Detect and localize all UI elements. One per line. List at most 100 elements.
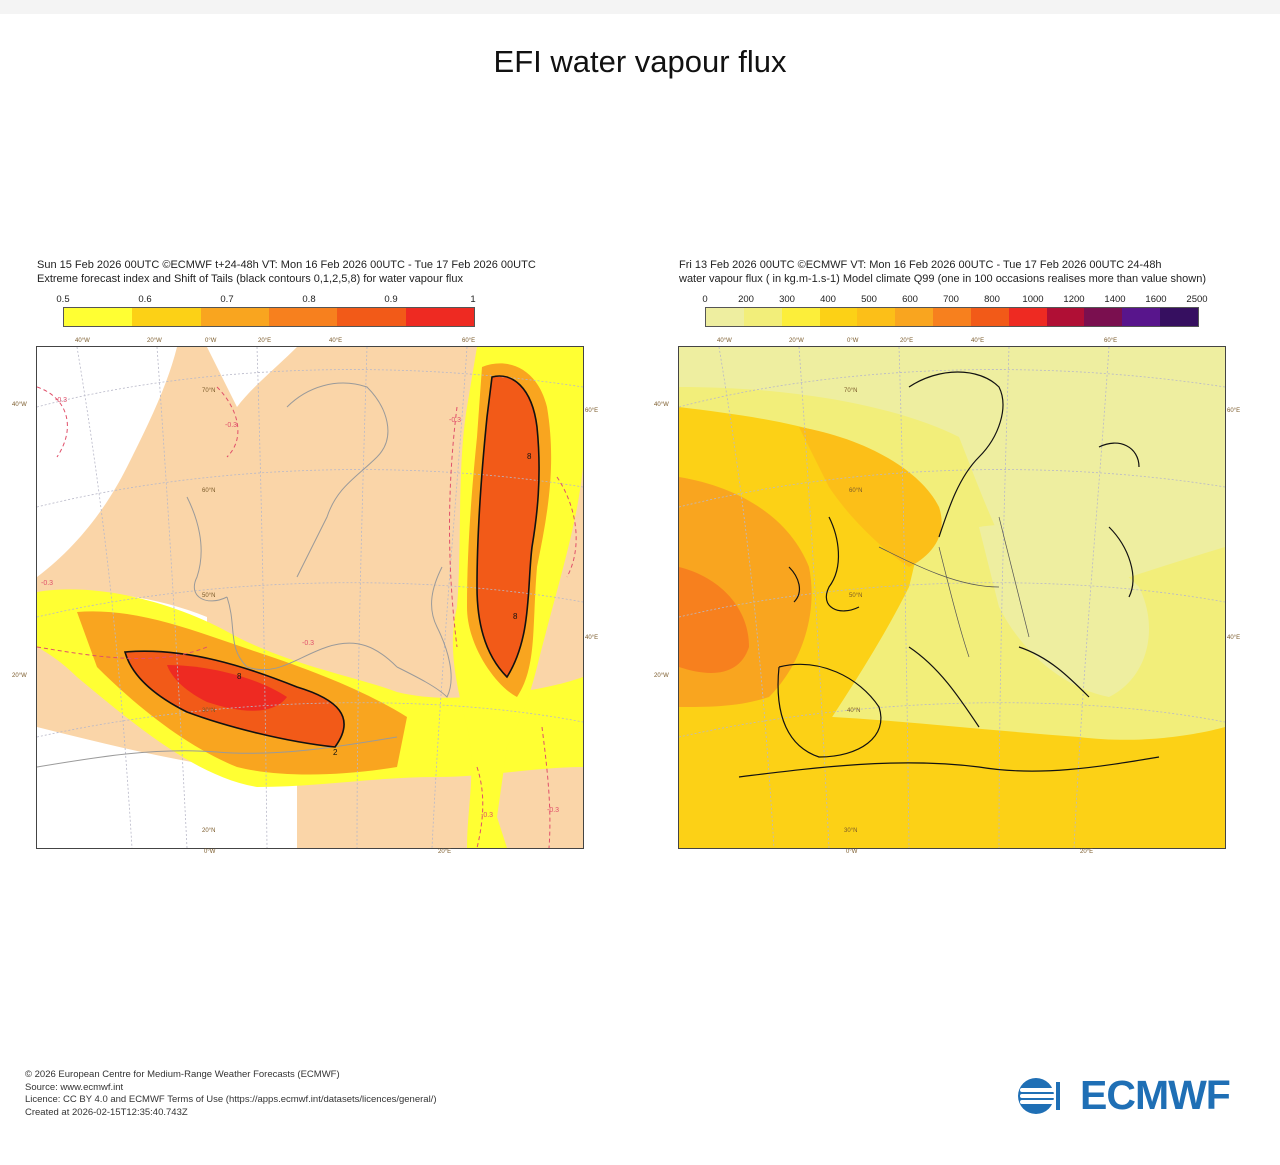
colorbar-tick-label: 0.5 — [56, 294, 70, 305]
right-lon-top-label: 0°W — [847, 338, 859, 344]
left-panel-header: Sun 15 Feb 2026 00UTC ©ECMWF t+24-48h VT… — [37, 258, 536, 286]
footer: © 2026 European Centre for Medium-Range … — [25, 1069, 437, 1119]
left-inner-lat-label: 50°N — [202, 593, 215, 599]
colorbar-swatch — [933, 308, 971, 326]
right-lon-top-label: 20°W — [789, 338, 804, 344]
colorbar-tick-label: 0.6 — [138, 294, 152, 305]
left-contour-label-layer: -0.3 -0.3 -0.3 -0.3 -0.3 -0.3 -0.3 — [41, 397, 559, 819]
colorbar-tick-label: 1 — [470, 294, 476, 305]
left-north-white — [207, 347, 297, 407]
colorbar-tick-label: 0 — [702, 294, 708, 305]
right-map-svg: 70°N 60°N 50°N 40°N 30°N — [679, 347, 1225, 848]
colorbar-tick-label: 1200 — [1063, 294, 1085, 305]
left-lon-top-label: 20°W — [147, 338, 162, 344]
left-lon-top-label: 0°W — [205, 338, 217, 344]
left-map[interactable]: -0.3 -0.3 -0.3 -0.3 -0.3 -0.3 -0.3 8 8 8… — [36, 346, 584, 849]
right-inner-lat-label: 70°N — [844, 388, 857, 394]
colorbar-swatch — [132, 308, 201, 326]
colorbar-swatch — [1084, 308, 1123, 326]
left-sot-label: 8 — [513, 612, 518, 621]
left-negative-efi-contours — [37, 386, 577, 848]
footer-source[interactable]: Source: www.ecmwf.int — [25, 1081, 124, 1093]
left-lat-right-label: 40°E — [585, 635, 599, 641]
left-map-svg: -0.3 -0.3 -0.3 -0.3 -0.3 -0.3 -0.3 8 8 8… — [37, 347, 583, 848]
left-inner-lat-labels: 70°N 60°N 50°N 30°N 20°N — [202, 388, 215, 834]
right-panel-header: Fri 13 Feb 2026 00UTC ©ECMWF VT: Mon 16 … — [679, 258, 1206, 286]
left-contour-label: -0.3 — [481, 812, 493, 819]
colorbar-swatch — [1122, 308, 1161, 326]
colorbar-swatch — [819, 308, 858, 326]
left-lon-bottom-label: 0°W — [204, 849, 216, 855]
right-borders — [878, 516, 1030, 658]
left-contour-label: -0.3 — [55, 397, 67, 404]
left-contour-label: -0.3 — [449, 417, 461, 424]
right-inner-lat-labels: 70°N 60°N 50°N 40°N 30°N — [844, 388, 862, 834]
colorbar-swatch — [706, 308, 744, 326]
right-inner-lat-label: 60°N — [849, 488, 862, 494]
right-lon-top-label: 40°W — [717, 338, 732, 344]
colorbar-swatch — [781, 308, 820, 326]
left-sot-label-layer: 8 8 8 2 — [237, 452, 532, 757]
right-south-yellow — [679, 714, 1225, 848]
right-lat-left-label: 20°W — [654, 673, 669, 679]
colorbar-swatch — [1008, 308, 1047, 326]
right-inner-lat-label: 40°N — [847, 708, 860, 714]
right-light-north — [679, 347, 1225, 607]
colorbar-tick-label: 300 — [779, 294, 795, 305]
right-colorbar — [705, 307, 1199, 327]
right-darkorange-atlantic — [679, 567, 749, 673]
footer-created: Created at 2026-02-15T12:35:40.743Z — [25, 1106, 188, 1118]
left-sot-label: 2 — [333, 748, 338, 757]
right-map[interactable]: 70°N 60°N 50°N 40°N 30°N — [678, 346, 1226, 849]
colorbar-tick-label: 200 — [738, 294, 754, 305]
colorbar-swatch — [895, 308, 934, 326]
left-inner-lat-label: 30°N — [202, 708, 215, 714]
left-lon-top-label: 20°E — [258, 338, 272, 344]
left-lat-right-label: 60°E — [585, 408, 599, 414]
left-lon-bottom-label: 20°E — [438, 849, 452, 855]
ecmwf-logo-text: ECMWF — [1080, 1072, 1231, 1118]
right-lon-bottom-label: 0°W — [846, 849, 858, 855]
left-coastlines — [37, 382, 452, 768]
right-light-east — [979, 525, 1149, 697]
footer-licence[interactable]: Licence: CC BY 4.0 and ECMWF Terms of Us… — [25, 1094, 437, 1105]
colorbar-swatch — [743, 308, 782, 326]
right-inner-lat-label: 50°N — [849, 593, 862, 599]
left-sot-contours — [123, 375, 540, 748]
colorbar-tick-label: 700 — [943, 294, 959, 305]
right-header-line1: Fri 13 Feb 2026 00UTC ©ECMWF VT: Mon 16 … — [679, 259, 1162, 271]
left-lon-top-label: 40°E — [329, 338, 343, 344]
left-colorbar — [63, 307, 475, 327]
left-lat-left-label: 20°W — [12, 673, 27, 679]
left-sot-label: 8 — [237, 672, 242, 681]
right-lon-top-label: 40°E — [971, 338, 985, 344]
left-contour-label: -0.3 — [41, 580, 53, 587]
top-strip — [0, 0, 1280, 14]
right-lon-top-label: 60°E — [1104, 338, 1118, 344]
left-contour-label: -0.3 — [547, 807, 559, 814]
left-graticule — [37, 347, 583, 848]
right-inner-lat-label: 30°N — [844, 828, 857, 834]
left-sot-label: 8 — [527, 452, 532, 461]
left-header-line1: Sun 15 Feb 2026 00UTC ©ECMWF t+24-48h VT… — [37, 259, 536, 271]
ecmwf-logo-icon — [1018, 1077, 1074, 1114]
right-coastlines — [738, 371, 1160, 778]
colorbar-swatch — [200, 308, 269, 326]
ecmwf-logo[interactable]: ECMWF — [1016, 1072, 1231, 1119]
colorbar-tick-label: 1400 — [1104, 294, 1126, 305]
colorbar-tick-label: 0.9 — [384, 294, 398, 305]
colorbar-tick-label: 1600 — [1145, 294, 1167, 305]
left-efi-red-east — [477, 376, 540, 677]
right-header-line2: water vapour flux ( in kg.m-1.s-1) Model… — [679, 273, 1207, 285]
colorbar-tick-label: 0.8 — [302, 294, 316, 305]
footer-copyright: © 2026 European Centre for Medium-Range … — [25, 1069, 340, 1080]
right-lon-bottom-label: 20°E — [1080, 849, 1094, 855]
left-efi-darkred-mediterranean — [167, 665, 287, 711]
colorbar-swatch — [1160, 308, 1198, 326]
left-inner-lat-label: 20°N — [202, 828, 215, 834]
colorbar-tick-label: 0.7 — [220, 294, 234, 305]
colorbar-swatch — [857, 308, 896, 326]
colorbar-swatch — [268, 308, 338, 326]
colorbar-swatch — [1046, 308, 1085, 326]
page-title: EFI water vapour flux — [493, 44, 787, 79]
